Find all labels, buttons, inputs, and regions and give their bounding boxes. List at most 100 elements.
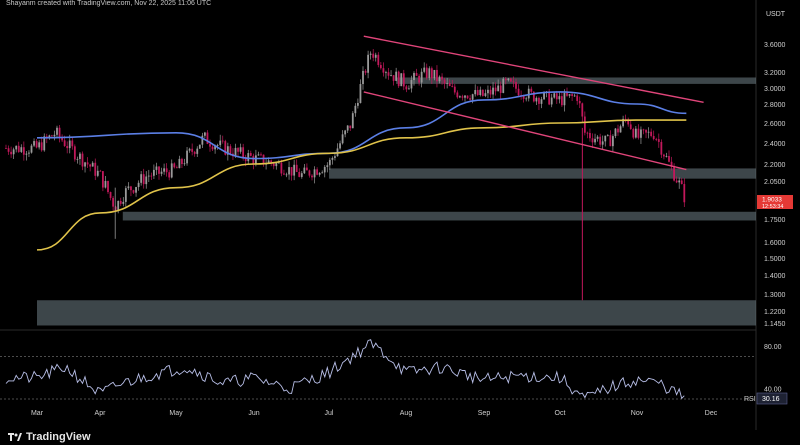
candle-body bbox=[328, 159, 331, 166]
candle-body bbox=[175, 167, 178, 169]
candle-body bbox=[364, 70, 367, 73]
candle-body bbox=[433, 69, 436, 79]
candle-body bbox=[267, 160, 270, 164]
candle-body bbox=[318, 172, 321, 175]
candle-body bbox=[277, 162, 280, 164]
x-tick-label: Mar bbox=[31, 410, 44, 417]
candle-body bbox=[448, 82, 451, 87]
candle-body bbox=[390, 75, 392, 76]
candle-body bbox=[183, 163, 186, 165]
y-tick-label: 1.7500 bbox=[764, 217, 786, 224]
candle-body bbox=[107, 180, 109, 193]
candle-body bbox=[510, 78, 512, 82]
candle-body bbox=[430, 68, 433, 79]
candle-body bbox=[63, 140, 66, 147]
candle-body bbox=[181, 158, 183, 165]
x-tick-label: May bbox=[169, 410, 183, 417]
candle-body bbox=[119, 200, 122, 204]
tradingview-brand: TradingView bbox=[8, 430, 91, 444]
y-tick-label: 3.0000 bbox=[764, 86, 786, 93]
candle-body bbox=[670, 161, 673, 167]
candle-body bbox=[316, 169, 318, 175]
candle-body bbox=[15, 145, 18, 150]
candle-body bbox=[94, 162, 97, 176]
candle-body bbox=[323, 166, 326, 173]
candle-body bbox=[76, 158, 79, 160]
candle-body bbox=[535, 97, 538, 102]
candle-body bbox=[104, 180, 107, 188]
candle-body bbox=[464, 95, 466, 98]
candle-body bbox=[678, 180, 681, 183]
channel-lower-line bbox=[363, 91, 687, 171]
candle-body bbox=[494, 87, 497, 92]
candle-body bbox=[573, 95, 576, 97]
candle-body bbox=[400, 73, 403, 87]
rsi-title: RSI bbox=[744, 396, 756, 403]
candle-body bbox=[395, 71, 398, 81]
candle-body bbox=[627, 119, 630, 125]
candle-body bbox=[663, 154, 665, 157]
candle-body bbox=[522, 95, 525, 99]
candle-body bbox=[346, 125, 349, 131]
candle-body bbox=[137, 182, 140, 188]
last-price-tag bbox=[757, 195, 793, 209]
candle-body bbox=[56, 127, 58, 135]
y-tick-label: 2.4000 bbox=[764, 141, 786, 148]
candle-body bbox=[10, 151, 12, 155]
rsi-value-tag bbox=[756, 392, 788, 405]
candle-body bbox=[71, 140, 74, 147]
x-tick-label: Apr bbox=[95, 410, 107, 417]
candle-body bbox=[66, 146, 69, 149]
candle-body bbox=[425, 67, 428, 78]
candle-body bbox=[114, 206, 117, 212]
candle-body bbox=[96, 170, 99, 176]
candle-body bbox=[242, 147, 245, 158]
candle-body bbox=[295, 164, 298, 172]
candle-body bbox=[270, 160, 273, 164]
candle-body bbox=[634, 128, 637, 138]
candle-body bbox=[188, 148, 191, 151]
candle-body bbox=[28, 152, 30, 154]
candle-body bbox=[135, 187, 137, 193]
support-zone bbox=[37, 300, 756, 326]
candle-body bbox=[357, 102, 359, 106]
candle-body bbox=[504, 78, 507, 81]
candle-body bbox=[438, 76, 441, 82]
candle-body bbox=[481, 89, 484, 96]
candle-body bbox=[451, 86, 454, 87]
candle-body bbox=[260, 154, 262, 156]
candle-body bbox=[198, 144, 201, 149]
candle-body bbox=[30, 145, 33, 153]
candle-body bbox=[594, 138, 596, 143]
candle-body bbox=[158, 166, 160, 174]
candle-body bbox=[497, 85, 500, 92]
candle-body bbox=[642, 129, 645, 131]
candle-body bbox=[443, 79, 446, 84]
candle-body bbox=[117, 200, 120, 212]
candle-body bbox=[17, 145, 20, 152]
candle-body bbox=[609, 135, 612, 147]
candle-body bbox=[249, 153, 252, 156]
y-tick-label: 1.2200 bbox=[764, 309, 786, 316]
candle-body bbox=[392, 75, 395, 81]
candle-body bbox=[423, 67, 426, 72]
candle-body bbox=[91, 162, 94, 167]
rsi-tick-label: 80.00 bbox=[764, 344, 782, 351]
candle-body bbox=[555, 93, 558, 100]
candle-body bbox=[127, 186, 130, 189]
support-zone bbox=[329, 168, 756, 179]
candle-body bbox=[550, 97, 553, 105]
candle-body bbox=[5, 148, 7, 149]
candle-body bbox=[147, 175, 150, 177]
candle-body bbox=[683, 184, 686, 203]
candle-body bbox=[306, 167, 308, 171]
candle-body bbox=[377, 54, 380, 66]
candle-body bbox=[349, 125, 352, 129]
candle-body bbox=[300, 173, 303, 177]
candle-body bbox=[647, 131, 650, 133]
candle-body bbox=[558, 96, 561, 100]
candle-body bbox=[165, 168, 168, 173]
candle-body bbox=[191, 148, 194, 152]
last-price-value: 1.9033 bbox=[762, 197, 782, 204]
candle-body bbox=[186, 150, 188, 164]
